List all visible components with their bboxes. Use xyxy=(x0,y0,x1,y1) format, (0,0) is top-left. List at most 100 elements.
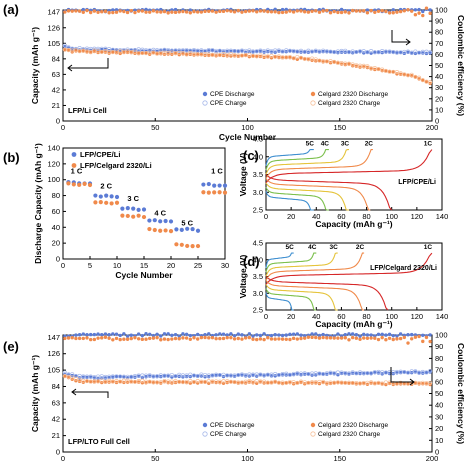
data-point xyxy=(155,10,159,14)
data-point xyxy=(350,332,355,336)
x-tick-label: 15 xyxy=(140,261,148,270)
data-point xyxy=(406,370,410,375)
y2-tick-label: 90 xyxy=(435,17,443,26)
data-point xyxy=(269,333,274,338)
data-point xyxy=(258,53,263,58)
data-point xyxy=(243,372,248,378)
data-point xyxy=(410,9,414,13)
data-point xyxy=(225,54,229,58)
data-point xyxy=(92,337,97,342)
x-tick-label: 0 xyxy=(264,312,268,321)
data-point xyxy=(298,55,304,60)
data-point xyxy=(325,333,329,338)
data-point xyxy=(391,337,395,342)
legend-label: CPE Discharge xyxy=(210,422,255,429)
data-point xyxy=(343,48,348,53)
data-point xyxy=(144,10,148,14)
data-point xyxy=(232,337,237,341)
y-tick-label: 20 xyxy=(52,239,60,248)
data-point xyxy=(133,10,137,15)
data-point xyxy=(383,68,388,74)
y-tick-label: 147 xyxy=(47,8,60,17)
y-tick-label: 21 xyxy=(52,431,60,440)
data-point xyxy=(100,332,104,337)
curve-2c: 2C xyxy=(265,244,365,311)
data-point xyxy=(184,336,189,340)
data-point xyxy=(192,53,196,57)
arrow-head xyxy=(67,64,73,72)
data-point xyxy=(295,49,300,54)
data-point xyxy=(136,207,141,212)
data-point xyxy=(218,373,222,377)
data-point xyxy=(99,374,104,379)
data-point xyxy=(188,333,193,338)
x-tick-label: 100 xyxy=(241,454,254,463)
data-point xyxy=(321,335,325,340)
data-point xyxy=(269,53,274,58)
data-point xyxy=(265,48,270,53)
data-point xyxy=(118,374,122,379)
rate-label: 3C xyxy=(341,140,350,147)
legend-marker xyxy=(71,152,77,157)
x-tick-label: 150 xyxy=(333,454,346,463)
data-point xyxy=(280,337,285,341)
data-point xyxy=(339,370,344,375)
data-point xyxy=(151,336,156,340)
data-point xyxy=(140,51,145,55)
data-point xyxy=(77,336,82,341)
data-point xyxy=(421,51,425,55)
data-point xyxy=(120,206,125,211)
data-point xyxy=(85,336,89,340)
data-point xyxy=(269,337,274,341)
x-tick-label: 0 xyxy=(264,212,268,221)
data-point xyxy=(168,228,174,234)
data-point xyxy=(302,50,307,54)
discharge-curve xyxy=(265,178,371,211)
x-tick-label: 150 xyxy=(333,123,346,132)
data-point xyxy=(254,49,259,54)
data-point xyxy=(206,181,211,187)
data-point xyxy=(384,68,388,73)
data-point xyxy=(88,49,93,54)
data-point xyxy=(88,332,93,337)
data-point xyxy=(328,336,333,340)
data-point xyxy=(151,333,156,338)
data-point xyxy=(347,338,351,342)
data-point xyxy=(291,336,296,341)
data-point xyxy=(428,339,432,344)
data-point xyxy=(255,337,259,342)
x-tick-label: 0 xyxy=(61,123,65,132)
data-point xyxy=(413,49,418,54)
data-point xyxy=(402,72,407,77)
rate-label: 1 C xyxy=(211,166,223,175)
data-point xyxy=(214,336,218,341)
data-point xyxy=(424,370,429,375)
series-celgard-2320-discharge xyxy=(63,48,432,86)
data-point xyxy=(346,371,352,376)
data-point xyxy=(391,11,395,15)
legend-marker xyxy=(310,91,316,97)
legend-label: Celgard 2320 Charge xyxy=(318,431,381,438)
data-point xyxy=(177,10,181,14)
y2-axis-title: Coulombic efficiency (%) xyxy=(456,343,466,444)
data-point xyxy=(191,379,197,385)
data-point xyxy=(343,381,347,385)
panel-b: (b) 0 5 10 15 20 25 30 0 20 40 60 80 100 120 140 1 C 2 C 3… xyxy=(3,143,229,280)
data-point xyxy=(96,10,100,14)
data-point xyxy=(354,9,359,13)
data-point xyxy=(195,332,200,337)
data-point xyxy=(212,190,217,195)
data-point xyxy=(140,378,145,383)
curve-3c: 3C xyxy=(265,244,338,311)
data-point xyxy=(66,9,71,13)
data-point xyxy=(125,206,130,211)
data-point xyxy=(173,332,178,337)
data-point xyxy=(350,64,355,68)
series-cpe-charge xyxy=(62,43,433,55)
data-point xyxy=(310,49,315,54)
data-point xyxy=(421,339,425,344)
data-point xyxy=(247,9,252,13)
data-point xyxy=(277,55,281,60)
data-point xyxy=(203,9,207,14)
data-point xyxy=(104,193,109,198)
